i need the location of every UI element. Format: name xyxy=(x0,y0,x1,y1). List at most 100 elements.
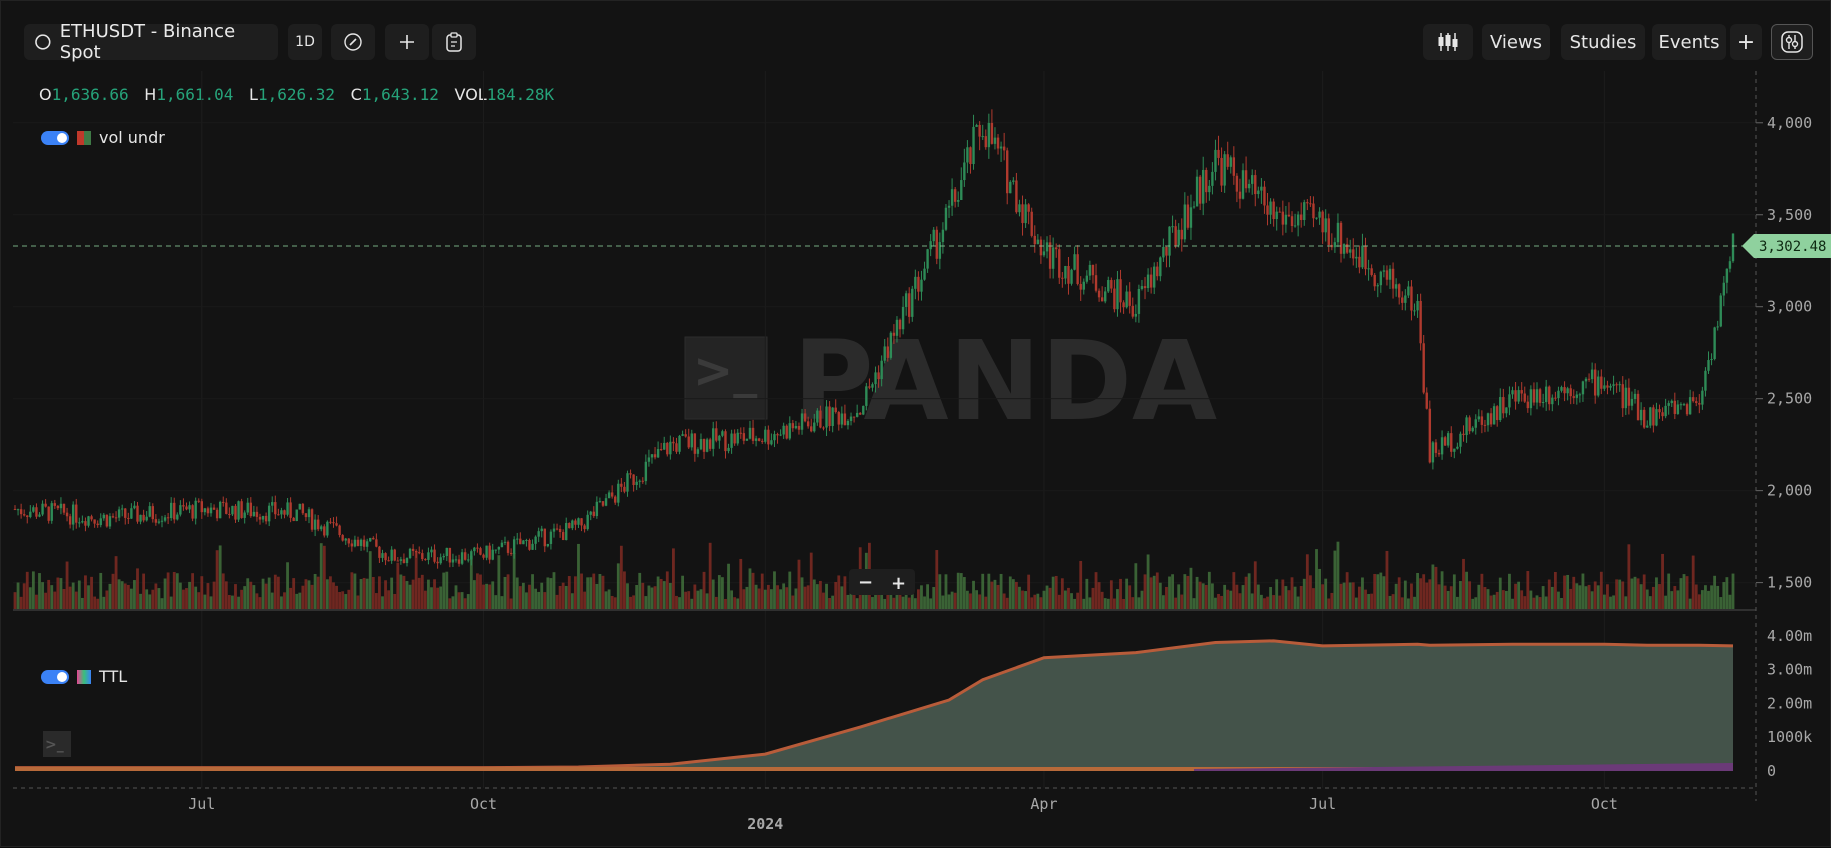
volume-bar xyxy=(264,583,268,609)
volume-bar xyxy=(632,595,636,609)
candle-body xyxy=(445,547,448,557)
ttl-study-toggle[interactable] xyxy=(41,669,69,684)
candle-body xyxy=(751,427,755,441)
volume-bar xyxy=(209,596,213,609)
candle-body xyxy=(231,505,234,515)
candle-body xyxy=(653,454,657,458)
candle-body xyxy=(1208,185,1211,193)
candle-body xyxy=(1254,175,1257,195)
volume-bar xyxy=(1088,597,1092,609)
volume-bar xyxy=(374,593,378,609)
candle-body xyxy=(641,480,644,482)
volume-bar xyxy=(708,542,712,609)
volume-bar xyxy=(154,583,158,609)
volume-bar xyxy=(1382,576,1386,609)
volume-bar xyxy=(730,590,733,609)
volume-bar xyxy=(665,571,669,609)
draw-button[interactable] xyxy=(331,24,375,60)
candle-body xyxy=(1134,313,1138,317)
candle-body xyxy=(1042,251,1046,256)
candle-body xyxy=(663,442,666,450)
volume-bar xyxy=(1284,586,1288,609)
zoom-controls[interactable]: − + xyxy=(849,569,915,595)
interval-button[interactable]: 1D xyxy=(288,24,322,60)
events-button[interactable]: Events xyxy=(1652,24,1726,60)
candle-body xyxy=(656,449,660,458)
symbol-search-button[interactable]: ETHUSDT - Binance Spot xyxy=(24,21,278,63)
volume-bar xyxy=(757,588,761,609)
volume-bar xyxy=(231,595,234,609)
volume-bar xyxy=(1275,579,1279,609)
candle-body xyxy=(1520,390,1523,394)
volume-bar xyxy=(555,594,559,609)
volume-bar xyxy=(1593,581,1597,609)
volume-bar xyxy=(1229,590,1233,609)
volume-bar xyxy=(537,591,541,609)
volume-bar xyxy=(1606,584,1609,609)
add-button[interactable]: + xyxy=(1730,24,1762,60)
price-axis-label: 2,000 xyxy=(1767,482,1812,500)
candle-body xyxy=(797,425,801,430)
volume-bar xyxy=(1483,587,1487,609)
candle-body xyxy=(1180,229,1183,240)
clipboard-button[interactable] xyxy=(432,24,476,60)
candle-body xyxy=(1523,393,1526,402)
candle-body xyxy=(1171,226,1174,228)
volume-bar xyxy=(506,574,510,609)
price-axis-label: 3,500 xyxy=(1767,206,1812,224)
volume-bar xyxy=(188,581,191,609)
volume-bar xyxy=(1134,563,1138,609)
volume-bar xyxy=(1146,554,1150,609)
candle-body xyxy=(267,505,271,522)
candle-body xyxy=(1104,291,1107,302)
volume-bar xyxy=(1125,578,1129,609)
views-button[interactable]: Views xyxy=(1482,24,1550,60)
candle-body xyxy=(1630,399,1634,406)
volume-bar xyxy=(788,571,792,609)
candle-body xyxy=(1676,404,1680,414)
volume-bar xyxy=(1428,579,1432,609)
candle-body xyxy=(1159,257,1162,277)
add-indicator-button[interactable] xyxy=(385,24,429,60)
candle-body xyxy=(1082,281,1085,290)
volume-bar xyxy=(1704,585,1707,609)
vol-study-toggle[interactable] xyxy=(41,130,69,145)
candle-body xyxy=(932,229,935,242)
volume-bar xyxy=(1067,587,1070,609)
volume-bar xyxy=(641,582,645,609)
volume-bar xyxy=(295,593,299,609)
candle-body xyxy=(770,440,773,445)
candle-body xyxy=(1110,280,1113,289)
volume-bar xyxy=(1514,583,1517,609)
candle-body xyxy=(957,200,960,202)
candle-body xyxy=(1330,244,1334,248)
candle-body xyxy=(1379,271,1383,286)
volume-bar xyxy=(1394,583,1398,609)
volume-bar xyxy=(448,598,452,609)
volume-bar xyxy=(687,591,691,609)
candle-body xyxy=(877,372,880,380)
candle-body xyxy=(1566,388,1569,394)
candle-body xyxy=(439,557,442,564)
candle-body xyxy=(803,413,807,422)
candle-body xyxy=(295,509,298,522)
volume-bar xyxy=(1621,581,1625,609)
candle-body xyxy=(617,483,620,503)
zoom-out-button[interactable]: − xyxy=(858,572,873,593)
studies-button[interactable]: Studies xyxy=(1561,24,1645,60)
candle-body xyxy=(1511,390,1514,395)
candle-body xyxy=(169,502,173,519)
candle-body xyxy=(117,509,121,518)
volume-bar xyxy=(1446,590,1450,609)
zoom-in-button[interactable]: + xyxy=(891,573,906,594)
settings-button[interactable] xyxy=(1771,24,1813,60)
time-axis-label: 2024 xyxy=(747,815,783,833)
candle-body xyxy=(950,189,954,206)
volume-bar xyxy=(243,586,247,609)
chart-type-button[interactable] xyxy=(1423,24,1473,60)
volume-bar xyxy=(613,597,617,609)
candle-body xyxy=(960,180,963,201)
candle-body xyxy=(764,429,767,442)
volume-bar xyxy=(1109,580,1113,609)
